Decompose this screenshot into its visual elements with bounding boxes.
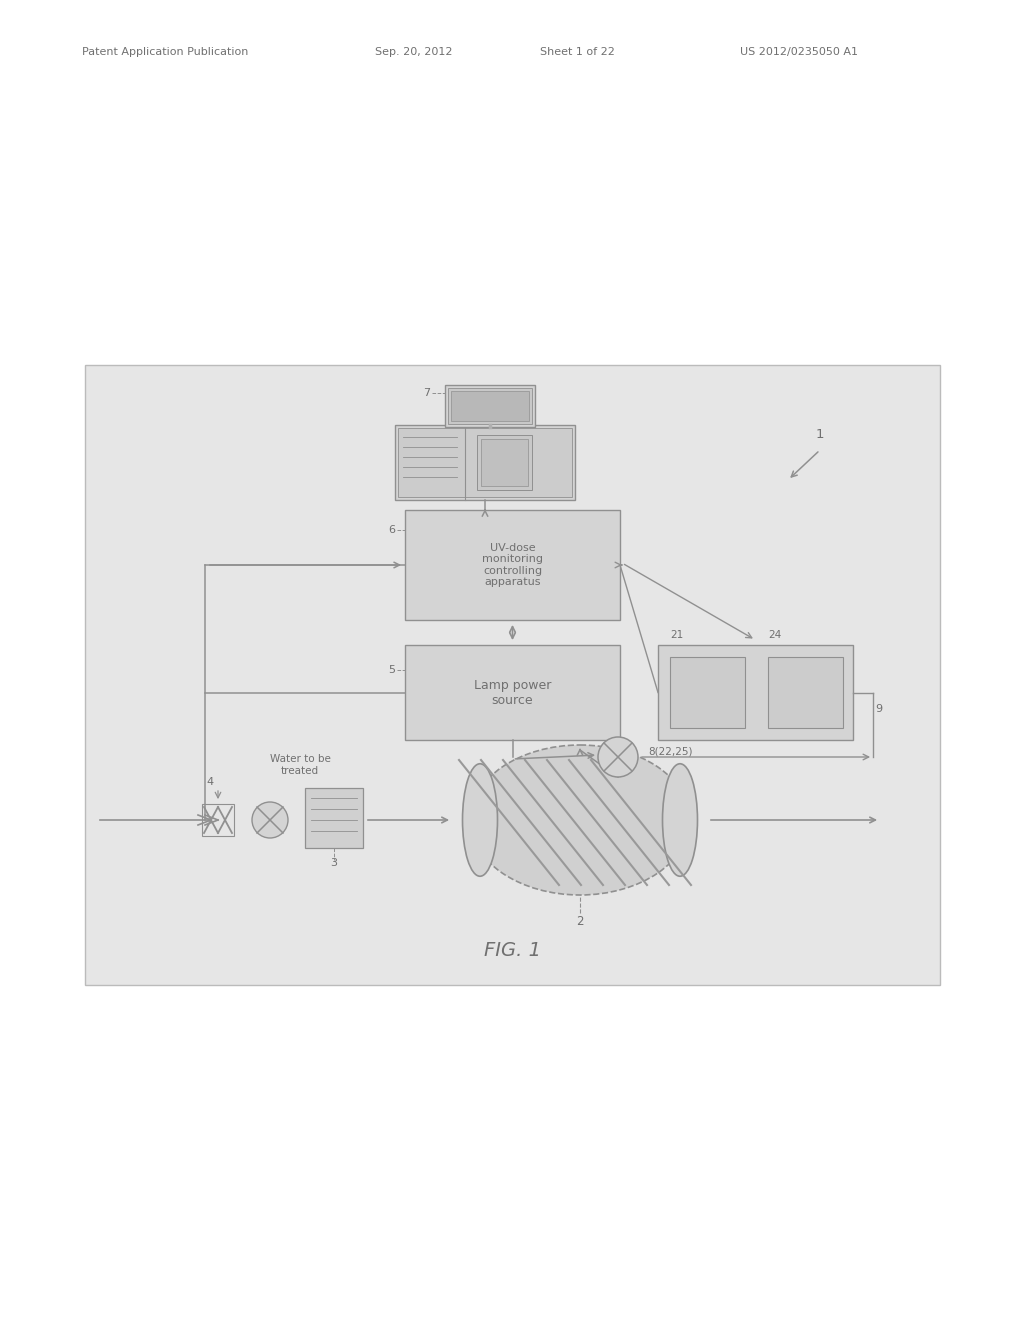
FancyBboxPatch shape — [406, 510, 620, 620]
FancyBboxPatch shape — [305, 788, 362, 847]
Text: 7: 7 — [423, 388, 430, 399]
Text: UV-dose
monitoring
controlling
apparatus: UV-dose monitoring controlling apparatus — [482, 543, 543, 587]
FancyBboxPatch shape — [451, 391, 529, 421]
Text: 1: 1 — [816, 429, 824, 441]
Text: 2: 2 — [577, 915, 584, 928]
FancyBboxPatch shape — [445, 385, 535, 426]
Text: 6: 6 — [388, 525, 395, 535]
Ellipse shape — [663, 764, 697, 876]
Text: FIG. 1: FIG. 1 — [483, 940, 541, 960]
Text: 24: 24 — [768, 630, 781, 640]
Text: 3: 3 — [331, 858, 338, 869]
Circle shape — [252, 803, 288, 838]
FancyBboxPatch shape — [449, 388, 532, 424]
Ellipse shape — [463, 764, 498, 876]
Text: Sep. 20, 2012: Sep. 20, 2012 — [375, 48, 453, 57]
Text: Sheet 1 of 22: Sheet 1 of 22 — [540, 48, 614, 57]
FancyBboxPatch shape — [658, 645, 853, 741]
Text: 4: 4 — [207, 777, 214, 787]
FancyBboxPatch shape — [398, 428, 572, 498]
FancyBboxPatch shape — [477, 436, 532, 490]
FancyBboxPatch shape — [481, 440, 528, 486]
FancyBboxPatch shape — [670, 657, 745, 729]
Text: US 2012/0235050 A1: US 2012/0235050 A1 — [740, 48, 858, 57]
Text: Lamp power
source: Lamp power source — [474, 678, 551, 706]
Text: Patent Application Publication: Patent Application Publication — [82, 48, 249, 57]
FancyBboxPatch shape — [768, 657, 843, 729]
Text: 8(22,25): 8(22,25) — [648, 746, 692, 756]
Text: 21: 21 — [670, 630, 683, 640]
Circle shape — [598, 737, 638, 777]
FancyBboxPatch shape — [395, 425, 575, 500]
FancyBboxPatch shape — [85, 366, 940, 985]
Text: 5: 5 — [388, 665, 395, 675]
Ellipse shape — [470, 744, 690, 895]
Text: 9: 9 — [874, 705, 882, 714]
FancyBboxPatch shape — [406, 645, 620, 741]
Text: Water to be
treated: Water to be treated — [269, 754, 331, 776]
